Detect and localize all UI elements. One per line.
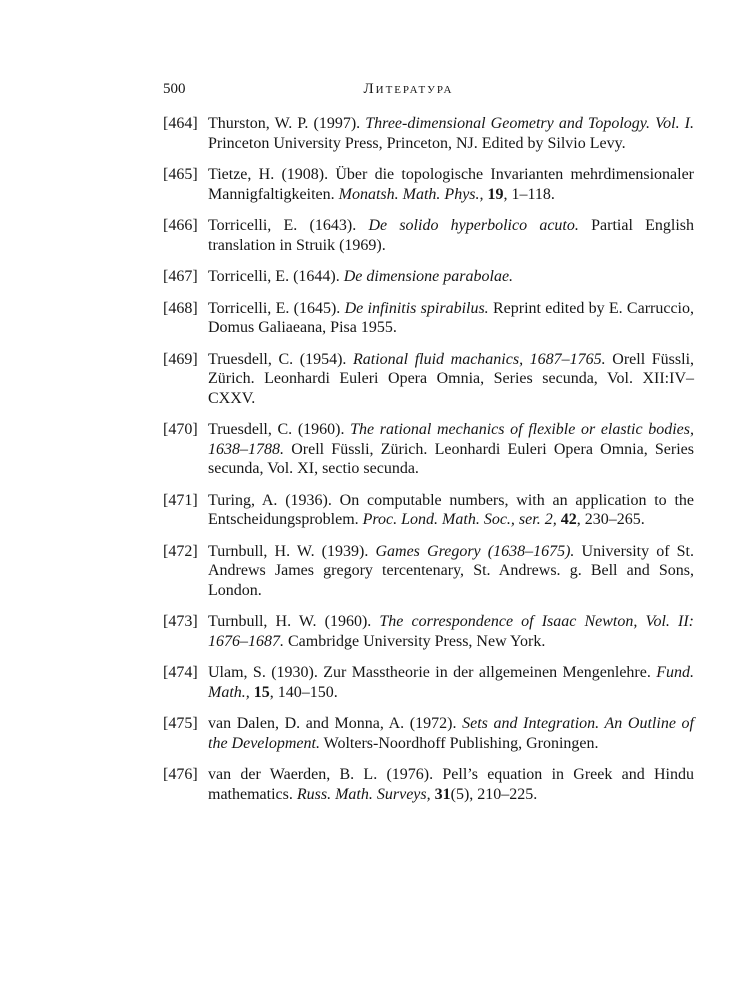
entry-text-segment: Wolters-Noordhoff Publishing, Groningen. bbox=[319, 734, 599, 752]
entry-text-segment: Russ. Math. Surveys, bbox=[296, 785, 431, 803]
running-head: Литература bbox=[363, 81, 454, 97]
entry-label: [472] bbox=[163, 542, 198, 560]
entry-text-segment: Sets and Integration. An Outline of the … bbox=[208, 715, 694, 752]
entry-label: [469] bbox=[163, 350, 198, 368]
entry-text-segment: De solido hyperbolico acuto. bbox=[368, 217, 579, 234]
entry-text-segment: Turing, A. (1936). On computable numbers… bbox=[208, 491, 694, 529]
entry-text-segment: Truesdell, C. (1960). bbox=[208, 421, 351, 438]
entry-text-segment: Truesdell, C. (1954). bbox=[208, 350, 353, 368]
entry-label: [464] bbox=[163, 115, 198, 132]
bibliography-entry: [465] Tietze, H. (1908). Über die topolog… bbox=[163, 165, 694, 204]
entry-text-segment: van Dalen, D. and Monna, A. (1972). bbox=[208, 715, 463, 732]
entry-text-segment: Partial English translation in Struik (1… bbox=[208, 217, 695, 254]
bibliography-entry: [470] Truesdell, C. (1960). The rational … bbox=[163, 420, 694, 479]
entry-text-segment: 42 bbox=[560, 511, 577, 528]
entry-text-segment: Thurston, W. P. (1997). bbox=[208, 115, 366, 132]
entry-text-segment: Ulam, S. (1930). Zur Masstheorie in der … bbox=[208, 664, 657, 681]
entry-label: [475] bbox=[163, 715, 198, 732]
entry-label: [470] bbox=[163, 421, 198, 438]
entry-text-segment: Games Gregory (1638–1675). bbox=[375, 542, 575, 560]
bibliography-entry: [467] Torricelli, E. (1644). De dimension… bbox=[163, 267, 694, 287]
entry-label: [471] bbox=[163, 491, 198, 509]
entry-label: [465] bbox=[163, 166, 198, 183]
entry-text-segment: , 230–265. bbox=[576, 511, 645, 528]
bibliography-list: [464] Thurston, W. P. (1997). Three-dimen… bbox=[163, 114, 694, 804]
entry-text-segment: Torricelli, E. (1645). bbox=[208, 299, 345, 317]
entry-text-segment: Turnbull, H. W. (1939). bbox=[208, 542, 376, 560]
entry-text-segment: van der Waerden, B. L. (1976). Pell’s eq… bbox=[208, 766, 694, 803]
entry-text-segment: Turnbull, H. W. (1960). bbox=[208, 613, 380, 630]
entry-text-segment: De infinitis spirabilus. bbox=[344, 299, 489, 317]
bibliography-entry: [475] van Dalen, D. and Monna, A. (1972).… bbox=[163, 714, 694, 753]
entry-text-segment: Orell Füssli, Zürich. Leonhardi Euleri O… bbox=[208, 350, 695, 407]
entry-text-segment: (5), 210–225. bbox=[450, 785, 538, 803]
bibliography-entry: [468] Torricelli, E. (1645). De infinitis… bbox=[163, 299, 694, 338]
page-number: 500 bbox=[163, 81, 186, 97]
entry-label: [473] bbox=[163, 613, 198, 630]
entry-text-segment: 19 bbox=[487, 185, 504, 203]
bibliography-entry: [472] Turnbull, H. W. (1939). Games Grego… bbox=[163, 542, 694, 601]
bibliography-entry: [464] Thurston, W. P. (1997). Three-dimen… bbox=[163, 114, 694, 153]
entry-text-segment: Three-dimensional Geometry and Topology.… bbox=[365, 115, 694, 132]
entry-text-segment: Tietze, H. (1908). Über die topologische… bbox=[208, 166, 694, 203]
entry-text-segment: The correspondence of Isaac Newton, Vol.… bbox=[208, 613, 695, 650]
entry-label: [474] bbox=[163, 664, 198, 681]
bibliography-entry: [466] Torricelli, E. (1643). De solido hy… bbox=[163, 216, 694, 255]
entry-text-segment: Proc. Lond. Math. Soc., ser. 2, bbox=[362, 511, 557, 528]
bibliography-entry: [474] Ulam, S. (1930). Zur Masstheorie in… bbox=[163, 663, 694, 702]
entry-text-segment: Cambridge University Press, New York. bbox=[284, 632, 546, 650]
entry-text-segment: Rational fluid machanics, 1687–1765. bbox=[353, 350, 606, 368]
bibliography-entry: [469] Truesdell, C. (1954). Rational flui… bbox=[163, 350, 694, 409]
entry-label: [466] bbox=[163, 217, 198, 234]
entry-text-segment: , 140–150. bbox=[269, 683, 338, 701]
entry-text-segment: 31 bbox=[434, 785, 451, 803]
entry-text-segment: Torricelli, E. (1644). bbox=[208, 268, 344, 285]
entry-text-segment: Orell Füssli, Zürich. Leonhardi Euleri O… bbox=[208, 440, 694, 478]
entry-text-segment: University of St. Andrews James gregory … bbox=[208, 542, 695, 599]
entry-label: [476] bbox=[163, 766, 198, 783]
entry-text-segment: Monatsh. Math. Phys., bbox=[338, 185, 484, 203]
bibliography-entry: [471] Turing, A. (1936). On computable nu… bbox=[163, 491, 694, 530]
bibliography-entry: [473] Turnbull, H. W. (1960). The corresp… bbox=[163, 612, 694, 651]
entry-text-segment: Torricelli, E. (1643). bbox=[208, 217, 369, 234]
bibliography-entry: [476] van der Waerden, B. L. (1976). Pell… bbox=[163, 765, 694, 804]
entry-label: [468] bbox=[163, 299, 198, 317]
entry-text-segment: Princeton University Press, Princeton, N… bbox=[208, 134, 626, 152]
entry-label: [467] bbox=[163, 268, 198, 285]
entry-text-segment: Fund. Math., bbox=[208, 664, 694, 701]
entry-text-segment: The rational mechanics of flexible or el… bbox=[208, 421, 695, 458]
entry-text-segment: Reprint edited by E. Carruccio, Domus Ga… bbox=[208, 299, 695, 337]
page-header: 500 Литература bbox=[163, 80, 694, 98]
entry-text-segment: , 1–118. bbox=[503, 185, 555, 203]
entry-text-segment: De dimensione parabolae. bbox=[343, 268, 514, 285]
entry-text-segment: 15 bbox=[253, 683, 270, 701]
